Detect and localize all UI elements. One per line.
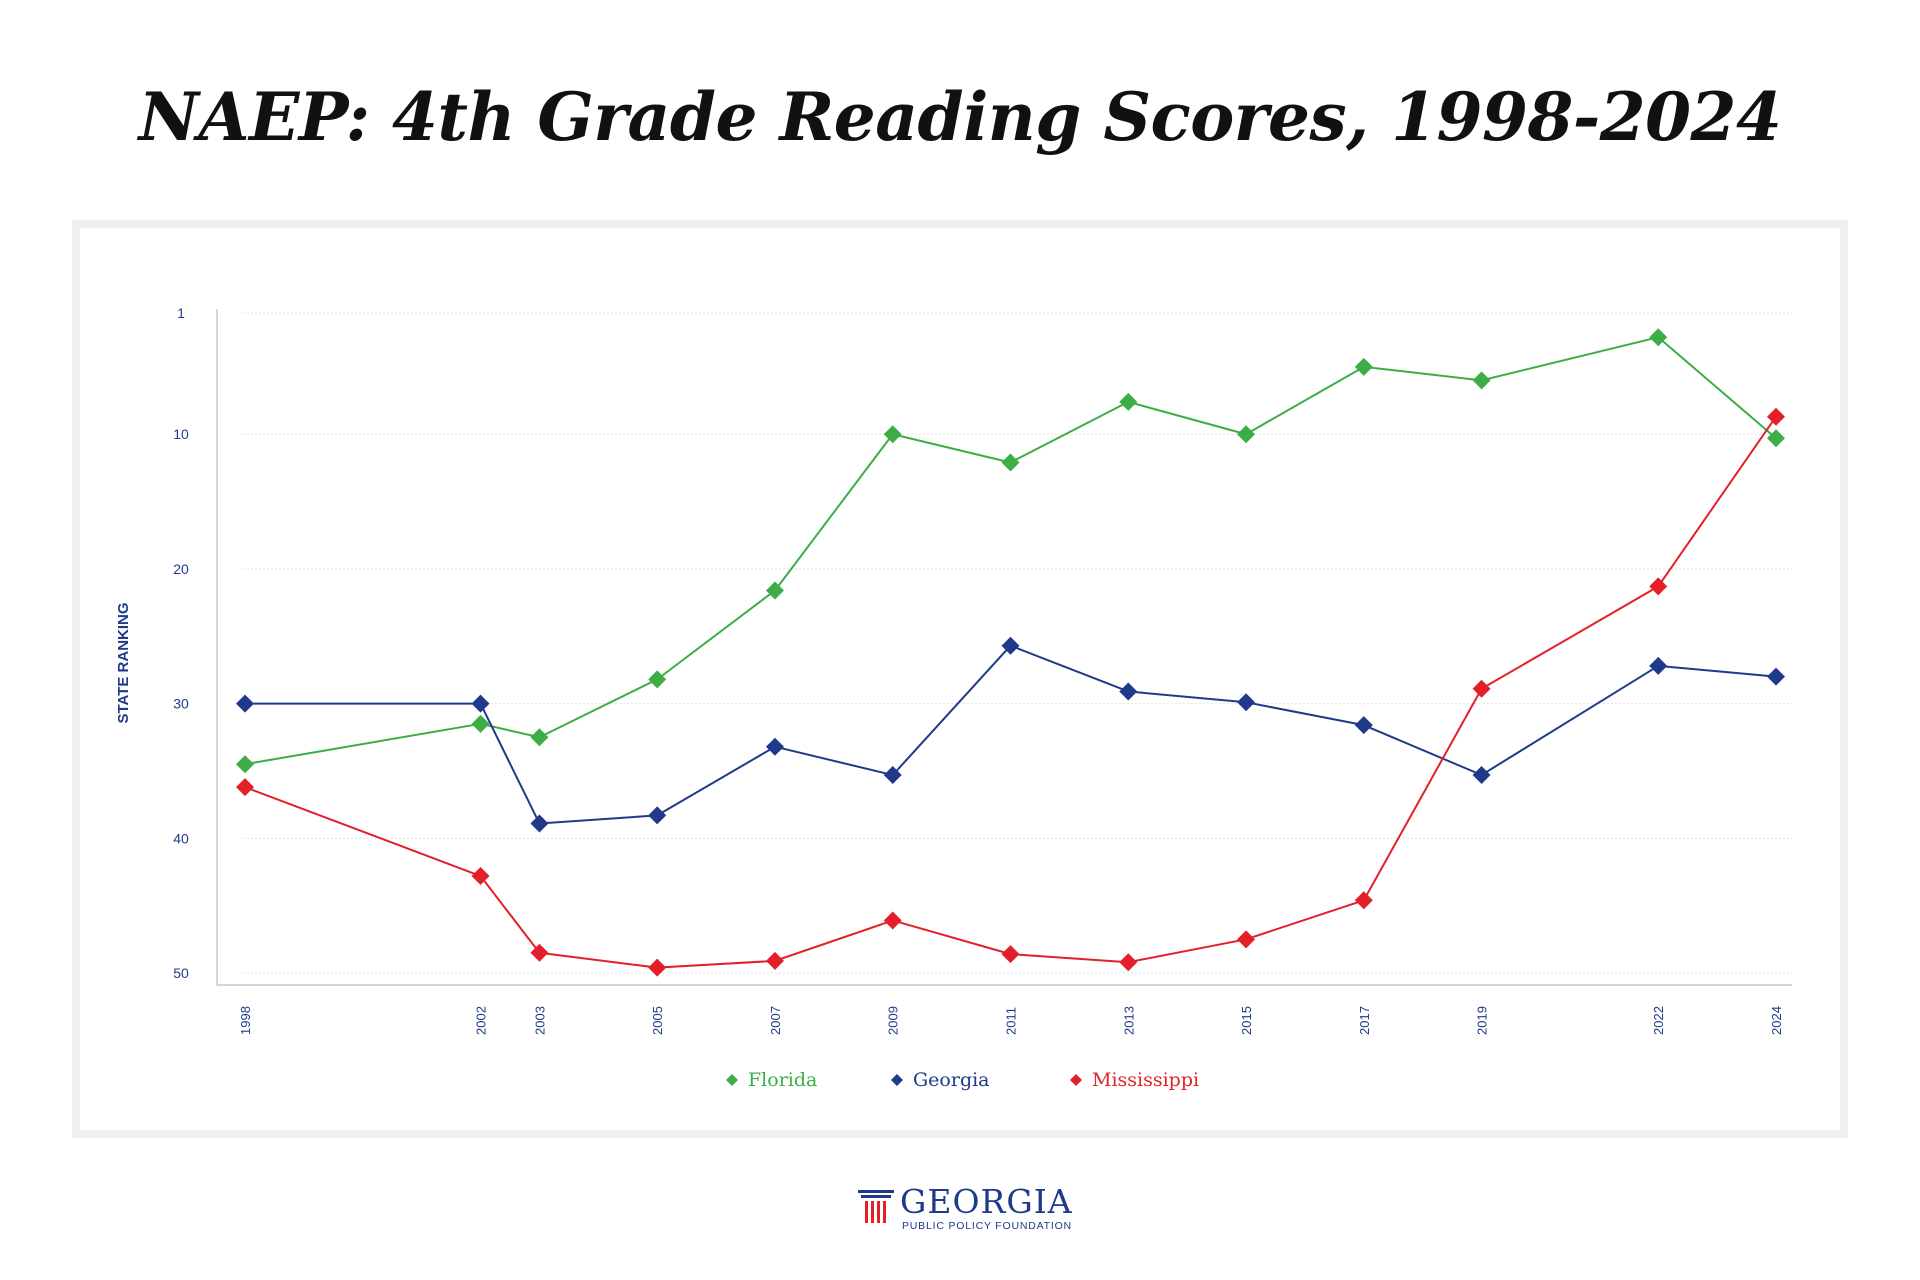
data-point-mississippi-2003 xyxy=(530,943,549,962)
series-georgia xyxy=(236,636,1785,833)
x-tick-label: 2009 xyxy=(886,1006,901,1035)
legend-item-georgia: Georgia xyxy=(891,1069,990,1091)
data-point-florida-2022 xyxy=(1649,328,1668,347)
x-tick-label: 2017 xyxy=(1357,1006,1372,1035)
data-point-georgia-2003 xyxy=(530,814,549,833)
series-florida xyxy=(236,328,1785,774)
data-point-mississippi-2005 xyxy=(648,958,667,977)
legend: Florida Georgia Mississippi xyxy=(726,1069,1199,1091)
series-line-mississippi xyxy=(244,416,1777,969)
y-tick-label: 20 xyxy=(173,561,189,577)
y-tick-label: 40 xyxy=(173,830,189,846)
data-point-georgia-2002 xyxy=(471,694,490,713)
data-point-georgia-1998 xyxy=(236,694,254,713)
data-series xyxy=(236,328,1785,977)
data-point-florida-2015 xyxy=(1237,425,1256,444)
data-point-mississippi-2007 xyxy=(765,951,784,970)
data-point-florida-2005 xyxy=(648,670,667,689)
y-tick-label: 30 xyxy=(173,696,189,712)
data-point-georgia-2019 xyxy=(1472,766,1491,784)
x-tick-label: 2011 xyxy=(1004,1007,1019,1035)
data-point-georgia-2024 xyxy=(1767,667,1785,686)
line-chart: 1 10 20 30 40 50 1998 2002 2003 2005 2007 2009 2011… xyxy=(115,305,1792,1091)
foundation-name: GEORGIA xyxy=(900,1182,1073,1221)
data-point-florida-2019 xyxy=(1472,371,1491,390)
legend-label-mississippi: Mississippi xyxy=(1092,1069,1199,1091)
data-point-florida-1998 xyxy=(236,755,254,774)
y-tick-label: 1 xyxy=(177,305,185,321)
series-line-florida xyxy=(244,336,1777,766)
series-mississippi xyxy=(236,407,1785,977)
x-tick-label: 2005 xyxy=(650,1006,665,1035)
x-tick-label: 2003 xyxy=(532,1006,547,1035)
x-tick-label: 1998 xyxy=(238,1006,253,1035)
data-point-mississippi-1998 xyxy=(236,778,254,797)
data-point-mississippi-2017 xyxy=(1354,891,1373,910)
y-tick-label: 50 xyxy=(173,965,189,981)
legend-label-georgia: Georgia xyxy=(913,1069,990,1091)
data-point-georgia-2011 xyxy=(1001,636,1020,655)
data-point-georgia-2022 xyxy=(1649,656,1668,675)
x-tick-label: 2007 xyxy=(768,1006,783,1035)
x-tick-label: 2024 xyxy=(1769,1006,1784,1035)
data-point-mississippi-2024 xyxy=(1767,407,1785,426)
data-point-mississippi-2022 xyxy=(1649,577,1668,596)
y-tick-label: 10 xyxy=(173,426,189,442)
data-point-florida-2007 xyxy=(765,581,784,600)
data-point-mississippi-2015 xyxy=(1237,930,1256,949)
y-tick-labels: 1 10 20 30 40 50 xyxy=(173,305,189,981)
x-tick-label: 2013 xyxy=(1121,1006,1136,1035)
data-point-georgia-2005 xyxy=(648,806,667,825)
legend-marker-florida xyxy=(726,1074,738,1086)
data-point-mississippi-2009 xyxy=(883,911,902,930)
series-line-georgia xyxy=(245,644,1777,825)
data-point-georgia-2017 xyxy=(1354,716,1373,735)
legend-marker-georgia xyxy=(891,1074,903,1086)
data-point-georgia-2013 xyxy=(1119,682,1138,701)
data-point-florida-2017 xyxy=(1354,357,1373,376)
x-tick-label: 2022 xyxy=(1651,1006,1666,1035)
data-point-florida-2003 xyxy=(530,728,549,747)
chart-title: NAEP: 4th Grade Reading Scores, 1998-202… xyxy=(138,78,1782,156)
data-point-mississippi-2013 xyxy=(1119,953,1138,972)
legend-marker-mississippi xyxy=(1070,1074,1082,1086)
x-tick-label: 2019 xyxy=(1475,1006,1490,1035)
foundation-subtitle: PUBLIC POLICY FOUNDATION xyxy=(902,1220,1072,1232)
legend-item-mississippi: Mississippi xyxy=(1070,1069,1199,1091)
data-point-florida-2009 xyxy=(883,425,902,444)
data-point-mississippi-2019 xyxy=(1472,679,1491,698)
data-point-florida-2013 xyxy=(1119,392,1138,411)
x-tick-label: 2015 xyxy=(1239,1006,1254,1035)
legend-label-florida: Florida xyxy=(748,1069,817,1091)
data-point-georgia-2009 xyxy=(883,766,902,784)
data-point-florida-2011 xyxy=(1001,453,1020,472)
axes xyxy=(216,309,1792,986)
x-tick-labels: 1998 2002 2003 2005 2007 2009 2011 2013 2015 2017… xyxy=(238,1006,1784,1035)
legend-item-florida: Florida xyxy=(726,1069,817,1091)
data-point-georgia-2015 xyxy=(1237,693,1256,712)
chart-panel: 1 10 20 30 40 50 1998 2002 2003 2005 2007 2009 2011… xyxy=(72,220,1848,1138)
y-axis-label: STATE RANKING xyxy=(115,602,132,723)
data-point-florida-2024 xyxy=(1767,429,1785,448)
data-point-georgia-2007 xyxy=(765,737,784,756)
foundation-logo: GEORGIA PUBLIC POLICY FOUNDATION xyxy=(858,1184,1078,1234)
capitol-columns-icon xyxy=(858,1190,894,1223)
data-point-mississippi-2011 xyxy=(1001,945,1020,964)
data-point-florida-2002 xyxy=(471,714,490,733)
x-tick-label: 2002 xyxy=(474,1006,489,1035)
data-point-mississippi-2002 xyxy=(471,867,490,886)
